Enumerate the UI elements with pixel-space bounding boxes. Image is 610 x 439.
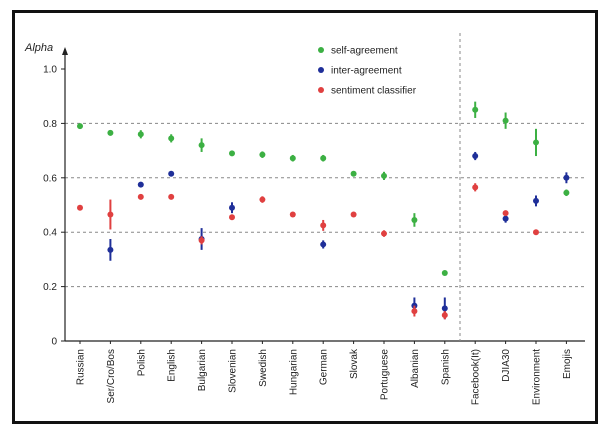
data-point (502, 215, 509, 222)
data-point (259, 196, 266, 203)
x-tick-label: DJIA30 (501, 349, 512, 382)
x-tick-label: Slovenian (228, 349, 239, 393)
data-point (320, 241, 327, 248)
data-point (229, 214, 235, 221)
x-tick-label: Ser/Cro/Bos (106, 349, 117, 403)
y-axis-title: Alpha (24, 42, 53, 54)
y-tick-label: 0.8 (43, 119, 57, 130)
x-tick-label: Portuguese (380, 349, 391, 401)
data-point (107, 129, 114, 136)
data-point (107, 211, 114, 218)
data-point (168, 170, 175, 177)
data-marks (77, 101, 570, 320)
x-tick-label: Emojis (562, 349, 573, 379)
chart-svg: 0 0.2 0.4 0.6 0.8 1.0 Russian Ser/Cro/Bos Polis… (24, 33, 585, 405)
y-tick-label: 1.0 (43, 65, 57, 76)
data-point (107, 246, 114, 253)
data-point (77, 204, 83, 211)
data-point (411, 308, 418, 315)
y-tick-label: 0.2 (43, 282, 57, 293)
data-point (198, 237, 205, 244)
data-point (320, 222, 327, 229)
data-point (502, 117, 509, 124)
x-tick-label: Albanian (410, 349, 421, 388)
x-tick-labels: Russian Ser/Cro/Bos Polish English Bulgarian… (76, 341, 573, 405)
data-point (289, 155, 296, 162)
data-point (320, 155, 327, 162)
gridlines (65, 122, 585, 288)
data-point (350, 170, 357, 177)
data-point (441, 312, 448, 319)
x-tick-label: Spanish (440, 349, 451, 385)
y-tick-label: 0 (51, 337, 57, 348)
series-sentiment-classifier (77, 183, 539, 320)
x-tick-label: Russian (76, 349, 87, 385)
data-point (168, 193, 175, 200)
legend-marker (318, 47, 324, 53)
x-tick-label: Bulgarian (197, 349, 208, 391)
y-tick-label: 0.4 (43, 228, 57, 239)
data-point (229, 150, 235, 157)
data-point (381, 172, 387, 179)
data-point (229, 204, 235, 211)
data-point (198, 142, 205, 149)
data-point (533, 229, 539, 236)
legend-marker (318, 87, 324, 93)
x-tick-label: Facebook(It) (471, 349, 482, 405)
data-point (137, 193, 144, 200)
data-point (77, 123, 83, 130)
legend: self-agreement inter-agreement sentiment c… (318, 46, 417, 97)
data-point (533, 197, 539, 204)
legend-label: inter-agreement (331, 66, 402, 77)
chart-frame: 0 0.2 0.4 0.6 0.8 1.0 Russian Ser/Cro/Bos Polis… (12, 10, 598, 424)
data-point (533, 139, 539, 146)
series-self-agreement (77, 101, 570, 276)
data-point (441, 305, 448, 312)
y-axis: 0 0.2 0.4 0.6 0.8 1.0 (43, 47, 585, 348)
data-point (259, 151, 266, 158)
x-tick-label: Polish (136, 349, 147, 376)
x-tick-label: Swedish (258, 349, 269, 387)
x-tick-label: English (167, 349, 178, 382)
data-point (472, 106, 479, 113)
y-tick-label: 0.6 (43, 173, 57, 184)
x-tick-label: Hungarian (288, 349, 299, 395)
legend-label: self-agreement (331, 46, 398, 57)
data-point (563, 189, 570, 196)
series-inter-agreement (107, 151, 570, 320)
data-point (350, 211, 357, 218)
data-point (411, 216, 418, 223)
data-point (502, 210, 509, 217)
data-point (563, 174, 570, 181)
legend-marker (318, 67, 324, 73)
x-tick-label: Environment (532, 349, 543, 405)
data-point (137, 181, 144, 188)
data-point (472, 153, 479, 160)
data-point (168, 135, 175, 142)
x-tick-label: German (319, 349, 330, 385)
data-point (137, 131, 144, 138)
data-point (381, 230, 387, 237)
data-point (289, 211, 296, 218)
data-point (472, 184, 479, 191)
data-point (441, 270, 448, 276)
x-tick-label: Slovak (349, 348, 360, 379)
legend-label: sentiment classifier (331, 86, 417, 97)
y-axis-arrow (62, 47, 68, 55)
